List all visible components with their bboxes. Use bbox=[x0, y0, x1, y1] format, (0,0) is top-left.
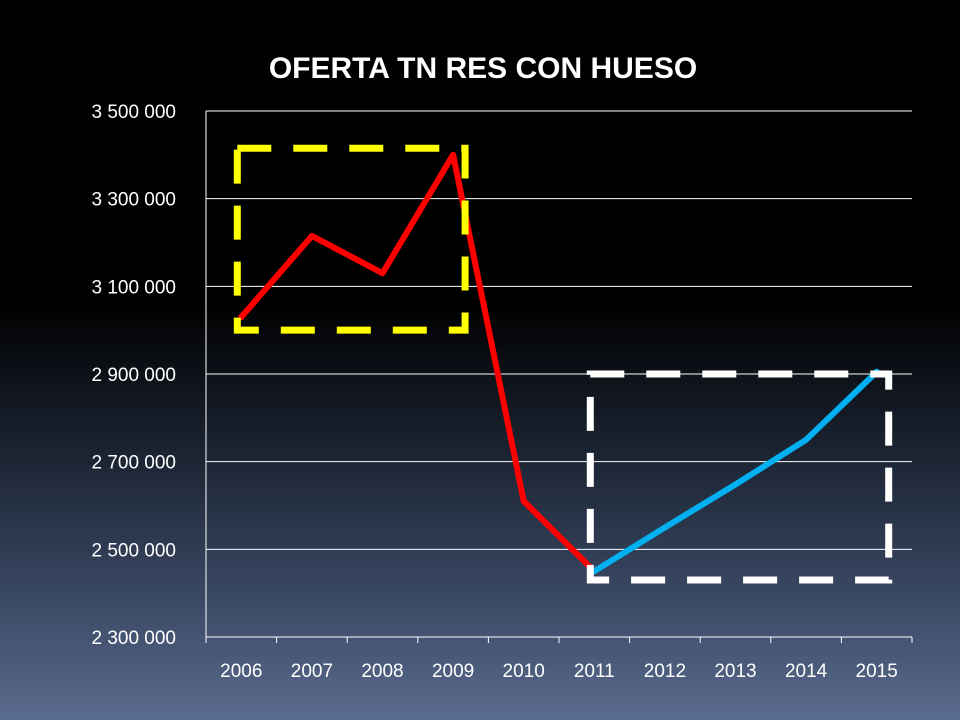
y-tick-label: 2 900 000 bbox=[91, 365, 176, 386]
gridlines bbox=[206, 110, 912, 550]
data-point bbox=[803, 436, 810, 443]
data-point bbox=[732, 481, 739, 488]
dashed-highlight-box bbox=[586, 370, 893, 584]
y-tick-label: 2 300 000 bbox=[91, 628, 176, 649]
x-tick-label: 2010 bbox=[503, 661, 545, 682]
x-tick-label: 2013 bbox=[714, 661, 756, 682]
highlight-boxes bbox=[233, 144, 893, 584]
y-axis-labels: 2 300 000 2 500 000 2 700 000 2 900 000 3 10… bbox=[91, 102, 176, 649]
x-tick-label: 2007 bbox=[291, 661, 333, 682]
y-tick-label: 3 500 000 bbox=[91, 102, 176, 123]
x-tick-label: 2008 bbox=[361, 661, 403, 682]
data-point bbox=[308, 232, 315, 239]
x-tick-label: 2006 bbox=[220, 661, 262, 682]
axes bbox=[205, 111, 913, 643]
y-tick-label: 2 500 000 bbox=[91, 540, 176, 561]
x-tick-label: 2011 bbox=[574, 661, 615, 682]
data-point bbox=[661, 524, 668, 531]
data-point bbox=[450, 151, 457, 158]
x-tick-label: 2012 bbox=[644, 661, 686, 682]
series-line bbox=[238, 151, 598, 575]
data-point bbox=[379, 270, 386, 277]
x-axis-labels: 2006 2007 2008 2009 2010 2011 2012 2013 2014 2015 bbox=[220, 661, 898, 682]
dashed-highlight-box bbox=[233, 144, 469, 334]
x-tick-label: 2015 bbox=[856, 661, 898, 682]
x-tick-label: 2014 bbox=[785, 661, 828, 682]
data-point bbox=[520, 498, 527, 505]
x-tick-label: 2009 bbox=[432, 661, 474, 682]
chart-title: OFERTA TN RES CON HUESO bbox=[269, 52, 697, 85]
series-lines bbox=[238, 151, 880, 575]
series-line bbox=[591, 368, 880, 575]
y-tick-label: 3 300 000 bbox=[91, 190, 176, 211]
y-tick-label: 2 700 000 bbox=[91, 453, 176, 474]
y-tick-label: 3 100 000 bbox=[91, 277, 176, 298]
